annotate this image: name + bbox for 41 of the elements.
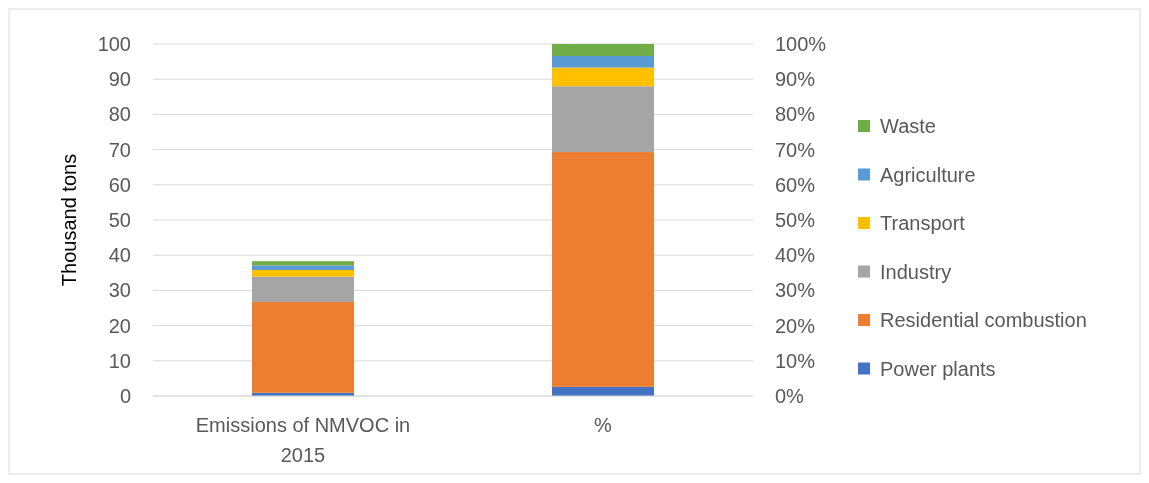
y-tick-label: 50 [108,209,131,231]
bar [252,276,354,303]
legend-label: Transport [880,212,966,234]
y-tick-label: 20 [108,314,131,337]
y2-tick-label: 50% [775,209,816,231]
y-tick-label: 100 [97,33,131,55]
y2-tick-label: 10% [775,349,816,372]
bar [252,302,354,393]
bar [552,55,654,68]
legend-label: Agriculture [880,163,976,186]
y-tick-label: 30 [108,279,131,302]
legend-label: Industry [880,260,952,283]
y2-tick-label: 100% [775,33,827,55]
x-tick-label: % [594,414,613,436]
y2-tick-label: 30% [775,279,816,302]
y-tick-label: 70 [108,138,131,161]
bar [552,44,654,56]
legend-label: Power plants [880,357,996,380]
y-tick-label: 0 [119,385,131,407]
y2-tick-label: 0% [775,385,805,407]
bar [552,67,654,87]
y-tick-label: 60 [108,173,131,196]
bar [252,269,354,277]
bar [252,265,354,270]
y2-tick-label: 40% [775,244,816,267]
y2-tick-label: 80% [775,103,816,126]
y-axis-title: Thousand tons [58,153,80,287]
y2-tick-label: 20% [775,314,816,337]
legend-label: Waste [880,115,936,137]
bar [552,86,654,153]
y-tick-label: 90 [108,68,131,91]
y-tick-label: 10 [108,349,131,372]
y-tick-label: 40 [108,244,131,267]
y-tick-label: 80 [108,103,131,126]
bar [252,261,354,266]
bar [552,152,654,387]
legend-label: Residential combustion [880,309,1087,331]
x-tick-label: Emissions of NMVOC in 2015 [195,414,411,466]
y2-tick-label: 60% [775,173,816,196]
y2-tick-label: 90% [775,68,816,91]
y2-tick-label: 70% [775,138,816,161]
